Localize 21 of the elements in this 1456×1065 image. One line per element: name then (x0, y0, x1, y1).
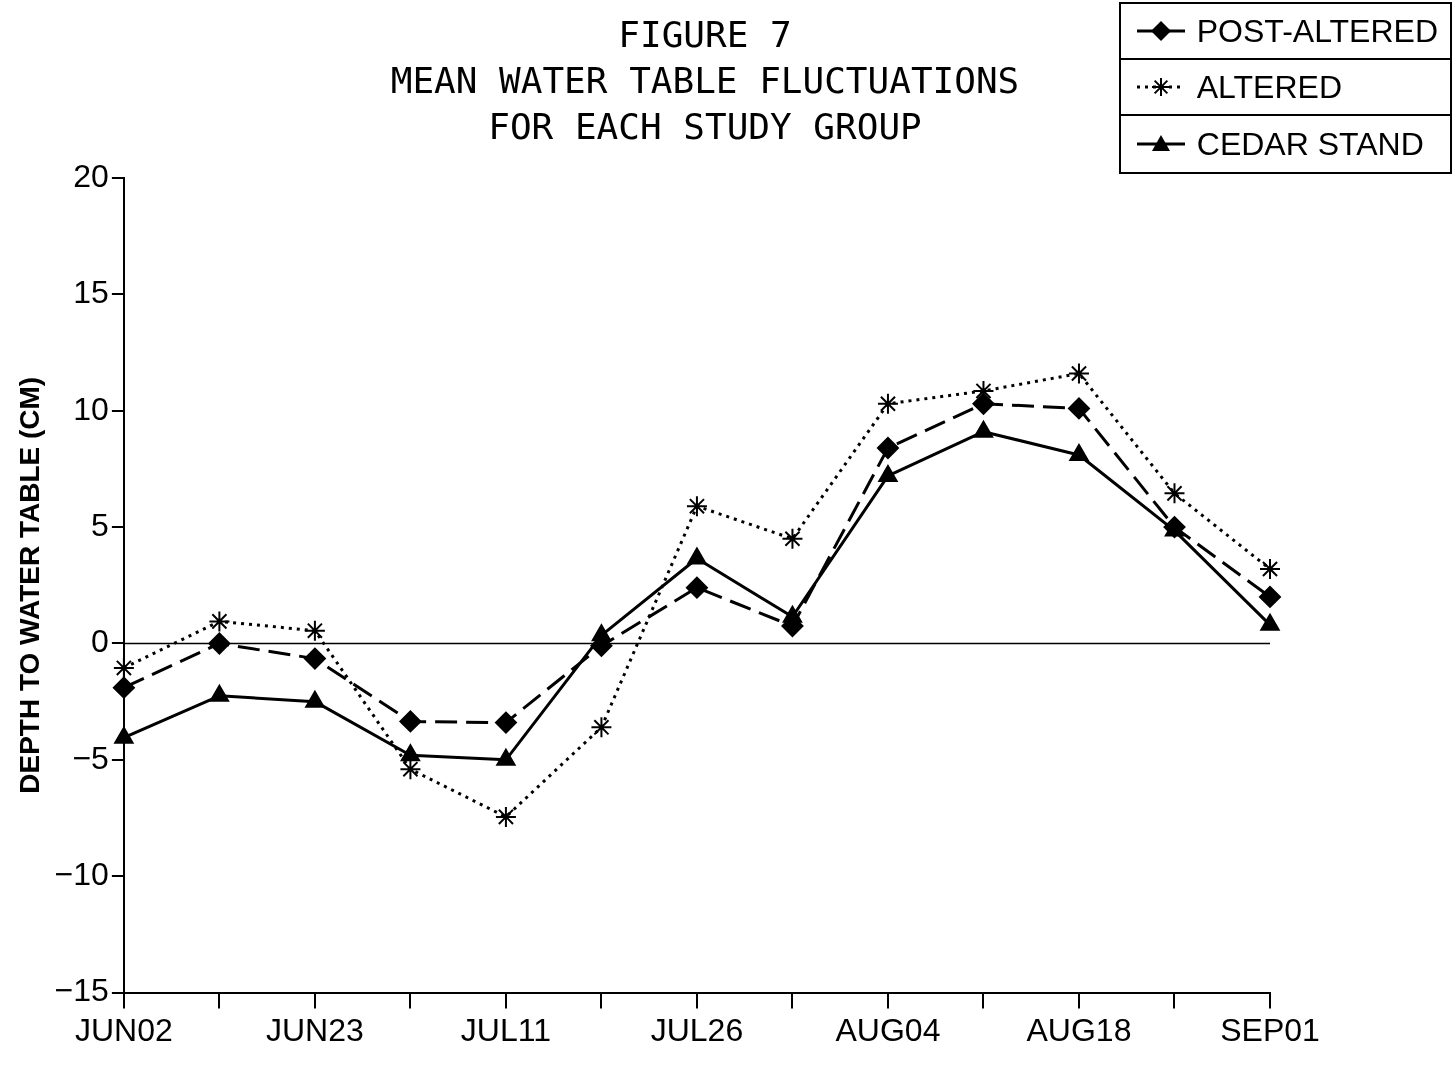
x-tick-label: JUL11 (460, 1011, 551, 1048)
y-tick-label: 10 (73, 390, 109, 427)
y-tick-label: −10 (54, 856, 109, 893)
chart-title: FIGURE 7 (617, 13, 793, 57)
x-tick-label: JUN02 (74, 1011, 173, 1048)
chart-subtitle: MEAN WATER TABLE FLUCTUATIONS FOR EACH STUDY GROUP (389, 59, 1021, 149)
legend-label: POST-ALTERED (1196, 12, 1438, 50)
y-tick-label: 5 (91, 506, 109, 543)
y-tick-label: −5 (72, 739, 109, 776)
x-tick-label: JUN23 (265, 1011, 364, 1048)
x-tick-label: AUG04 (835, 1011, 941, 1048)
y-tick-label: −15 (54, 972, 109, 1009)
legend-label: ALTERED (1196, 68, 1342, 106)
y-tick-label: 20 (73, 157, 109, 194)
x-tick-label: AUG18 (1026, 1011, 1132, 1048)
x-tick-label: JUL26 (650, 1011, 744, 1048)
y-tick-label: 15 (73, 274, 109, 311)
x-tick-label: SEP01 (1220, 1011, 1320, 1048)
y-axis-title: DEPTH TO WATER TABLE (CM) (13, 376, 45, 794)
legend-label: CEDAR STAND (1196, 125, 1424, 163)
y-tick-label: 0 (91, 623, 109, 660)
